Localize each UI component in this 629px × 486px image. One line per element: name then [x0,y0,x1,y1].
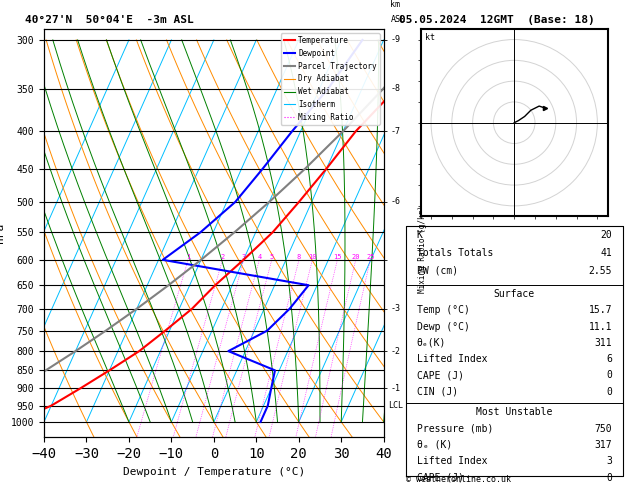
Text: Lifted Index: Lifted Index [416,456,487,466]
Text: 41: 41 [600,248,612,258]
Text: Pressure (mb): Pressure (mb) [416,424,493,434]
Text: CIN (J): CIN (J) [416,387,458,397]
Text: CAPE (J): CAPE (J) [416,370,464,381]
Text: Temp (°C): Temp (°C) [416,305,469,315]
Text: Surface: Surface [494,289,535,299]
Text: ASL: ASL [391,15,406,24]
Text: 0: 0 [606,472,612,483]
Text: -3: -3 [391,304,401,313]
Text: Lifted Index: Lifted Index [416,354,487,364]
Text: K: K [416,230,423,240]
Text: 4: 4 [257,254,262,260]
Text: 20: 20 [352,254,360,260]
Text: Most Unstable: Most Unstable [476,407,552,417]
Text: kt: kt [425,34,435,42]
Text: 40°27'N  50°04'E  -3m ASL: 40°27'N 50°04'E -3m ASL [25,15,194,25]
Text: 0: 0 [606,387,612,397]
Text: -7: -7 [391,127,401,136]
Text: 311: 311 [594,338,612,348]
Text: 0: 0 [606,370,612,381]
Text: 317: 317 [594,440,612,450]
Text: -2: -2 [391,347,401,356]
Text: 8: 8 [297,254,301,260]
Text: CAPE (J): CAPE (J) [416,472,464,483]
Text: © weatheronline.co.uk: © weatheronline.co.uk [406,474,511,484]
Text: -1: -1 [391,384,401,393]
Text: 3: 3 [242,254,246,260]
Text: Mixing Ratio (g/kg): Mixing Ratio (g/kg) [418,205,426,293]
X-axis label: Dewpoint / Temperature (°C): Dewpoint / Temperature (°C) [123,467,305,477]
Text: 20: 20 [600,230,612,240]
Text: θₑ(K): θₑ(K) [416,338,446,348]
Text: 15.7: 15.7 [588,305,612,315]
Text: 5: 5 [270,254,274,260]
Text: 2: 2 [220,254,225,260]
Text: LCL: LCL [388,401,403,410]
Y-axis label: hPa: hPa [0,223,5,243]
Text: θₑ (K): θₑ (K) [416,440,452,450]
Text: km: km [391,0,401,9]
Text: Dewp (°C): Dewp (°C) [416,322,469,331]
Text: 25: 25 [366,254,374,260]
Text: 10: 10 [308,254,316,260]
Text: -8: -8 [391,85,401,93]
Text: 2.55: 2.55 [588,266,612,276]
Text: 6: 6 [606,354,612,364]
Text: Totals Totals: Totals Totals [416,248,493,258]
Text: 750: 750 [594,424,612,434]
Text: -9: -9 [391,35,401,44]
Text: 3: 3 [606,456,612,466]
Text: 05.05.2024  12GMT  (Base: 18): 05.05.2024 12GMT (Base: 18) [399,15,595,25]
Text: 1: 1 [186,254,190,260]
Text: 11.1: 11.1 [588,322,612,331]
Legend: Temperature, Dewpoint, Parcel Trajectory, Dry Adiabat, Wet Adiabat, Isotherm, Mi: Temperature, Dewpoint, Parcel Trajectory… [281,33,380,125]
Text: PW (cm): PW (cm) [416,266,458,276]
Text: -6: -6 [391,197,401,207]
Text: 15: 15 [333,254,342,260]
